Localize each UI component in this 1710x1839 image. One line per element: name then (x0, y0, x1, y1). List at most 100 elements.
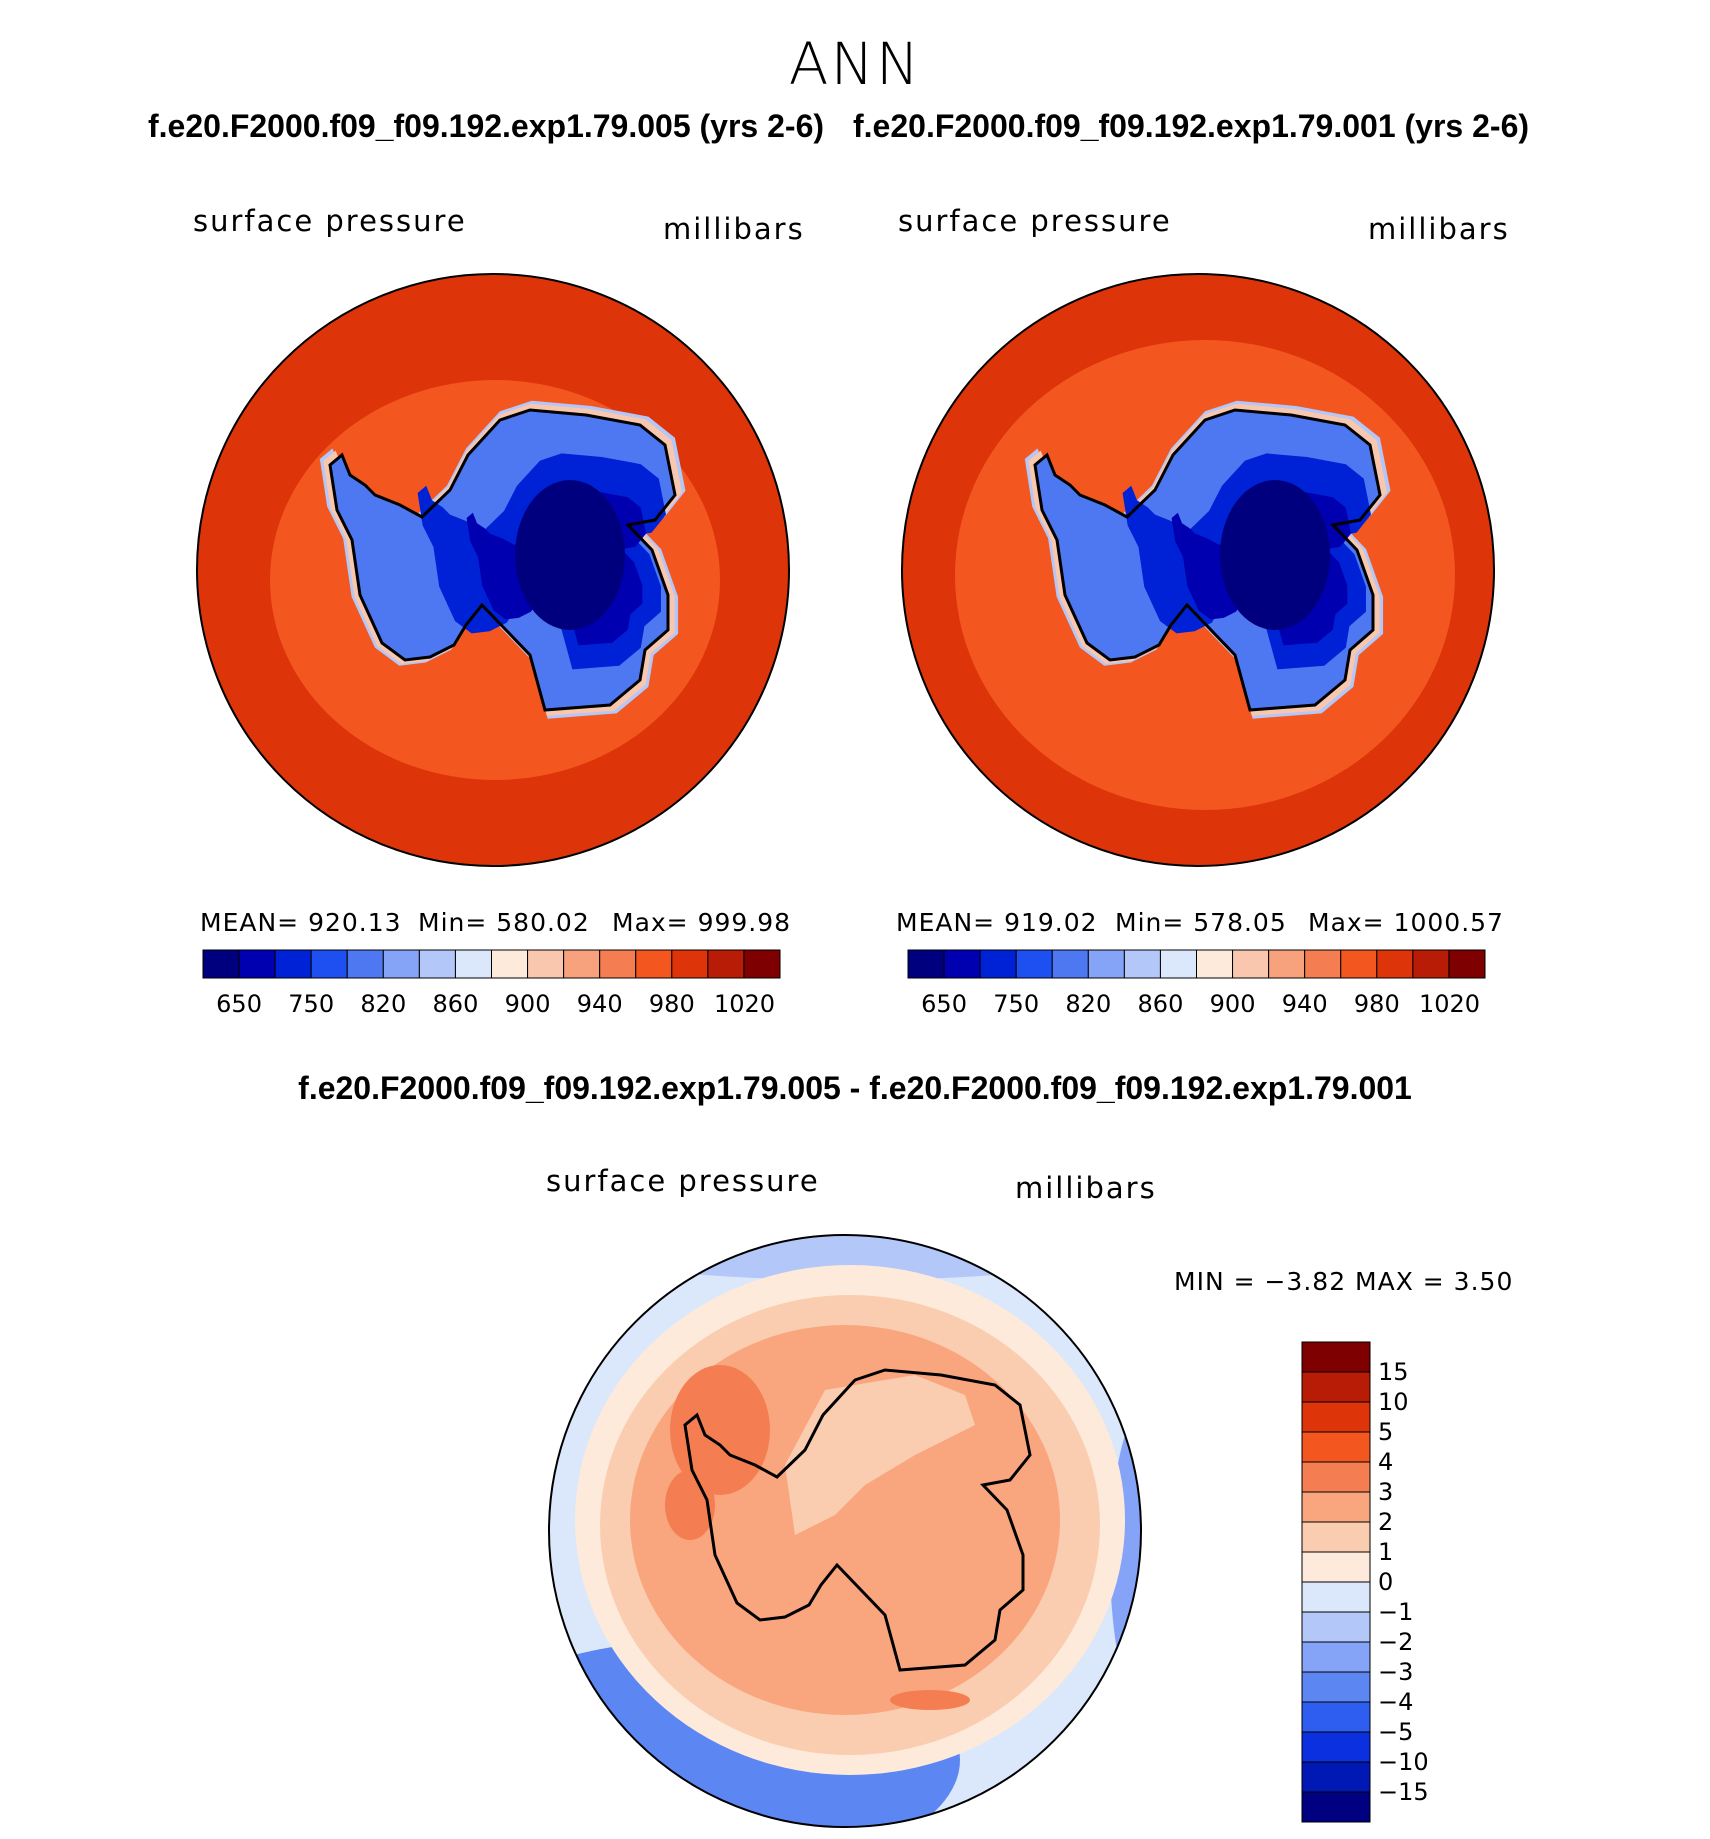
difference-title: f.e20.F2000.f09_f09.192.exp1.79.005 - f.… (298, 1070, 1412, 1106)
panel2-colorbar-swatch (979, 949, 1017, 979)
diff-colorbar-tick-label: −3 (1378, 1658, 1414, 1686)
panel1-mean-text: MEAN= 920.13 (200, 908, 402, 937)
diff-units-label: millibars (1015, 1171, 1157, 1205)
panel1-colorbar-tick-label: 940 (576, 990, 623, 1018)
map-panel-1 (196, 273, 790, 867)
diff-colorbar-tick-label: 10 (1378, 1388, 1409, 1416)
diff-colorbar-tick-label: −4 (1378, 1688, 1414, 1716)
panel1-colorbar-tick-label: 650 (216, 990, 262, 1018)
panel2-variable-label: surface pressure (898, 204, 1172, 238)
panel1-colorbar-swatch (454, 949, 492, 979)
panel2-colorbar-swatch (1412, 949, 1450, 979)
diff-colorbar-swatch (1301, 1491, 1371, 1523)
panel1-min-text: Min= 580.02 (418, 908, 590, 937)
panel1-colorbar-swatch (527, 949, 565, 979)
diff-colorbar-tick-label: 4 (1378, 1448, 1394, 1476)
panel2-colorbar-swatch (943, 949, 981, 979)
diff-colorbar-swatch (1301, 1761, 1371, 1793)
panel2-colorbar-swatch (1159, 949, 1197, 979)
case-title-right: f.e20.F2000.f09_f09.192.exp1.79.001 (yrs… (853, 108, 1530, 144)
plot-main-title: ANN (788, 30, 922, 98)
diff-colorbar-swatch (1301, 1461, 1371, 1493)
panel1-colorbar-swatch (671, 949, 709, 979)
panel1-colorbar-tick-label: 980 (648, 990, 695, 1018)
panel1-colorbar-swatch (274, 949, 312, 979)
diff-colorbar-swatch (1301, 1581, 1371, 1613)
panel1-colorbar-tick-label: 820 (360, 990, 407, 1018)
panel2-colorbar-tick-label: 820 (1065, 990, 1112, 1018)
panel1-units-label: millibars (663, 212, 805, 246)
diff-colorbar-tick-label: −5 (1378, 1718, 1414, 1746)
diff-colorbar-swatch (1301, 1701, 1371, 1733)
diff-colorbar-swatch (1301, 1521, 1371, 1553)
panel2-mean-text: MEAN= 919.02 (896, 908, 1098, 937)
panel2-colorbar-tick-label: 900 (1209, 990, 1256, 1018)
panel2-colorbar-swatch (1051, 949, 1089, 979)
diff-colorbar-swatch (1301, 1791, 1371, 1823)
diff-colorbar-swatch (1301, 1641, 1371, 1673)
panel2-units-label: millibars (1368, 212, 1510, 246)
diff-minmax-text: MIN = −3.82 MAX = 3.50 (1174, 1267, 1514, 1296)
panel2-colorbar-swatch (1376, 949, 1414, 979)
panel2-colorbar-swatch (1123, 949, 1161, 979)
panel2-colorbar-tick-label: 940 (1281, 990, 1328, 1018)
diff-colorbar-tick-label: −2 (1378, 1628, 1414, 1656)
diff-colorbar-swatch (1301, 1611, 1371, 1643)
panel1-colorbar-swatch (382, 949, 420, 979)
diff-colorbar-tick-label: −10 (1378, 1748, 1429, 1776)
panel2-colorbar-swatch (1087, 949, 1125, 979)
panel1-colorbar-swatch (743, 949, 781, 979)
map-panel-2 (901, 273, 1495, 867)
panel2-colorbar-tick-label: 750 (993, 990, 1040, 1018)
panel2-colorbar-swatch (907, 949, 945, 979)
panel1-colorbar-tick-label: 860 (432, 990, 479, 1018)
diff-colorbar-swatch (1301, 1341, 1371, 1373)
panel1-colorbar-swatch (346, 949, 384, 979)
diff-colorbar-tick-label: 0 (1378, 1568, 1394, 1596)
case-title-left: f.e20.F2000.f09_f09.192.exp1.79.005 (yrs… (148, 108, 825, 144)
panel2-colorbar-swatch (1268, 949, 1306, 979)
panel2-max-text: Max= 1000.57 (1308, 908, 1504, 937)
panel1-variable-label: surface pressure (193, 204, 467, 238)
panel1-colorbar-swatch (707, 949, 745, 979)
panel1-colorbar-swatch (202, 949, 240, 979)
diff-colorbar-tick-label: −1 (1378, 1598, 1414, 1626)
panel2-colorbar-swatch (1340, 949, 1378, 979)
panel2-colorbar-tick-label: 1020 (1418, 990, 1481, 1018)
panel2-colorbar-swatch (1232, 949, 1270, 979)
diff-colorbar-swatch (1301, 1431, 1371, 1463)
panel1-colorbar-tick-label: 900 (504, 990, 551, 1018)
diff-colorbar-swatch (1301, 1671, 1371, 1703)
diff-colorbar-tick-label: 15 (1378, 1358, 1409, 1386)
panel1-colorbar-swatch (491, 949, 529, 979)
diff-colorbar-tick-label: 1 (1378, 1538, 1394, 1566)
diff-variable-label: surface pressure (546, 1164, 820, 1198)
panel2-min-text: Min= 578.05 (1115, 908, 1287, 937)
diff-colorbar-swatch (1301, 1401, 1371, 1433)
diff-colorbar-tick-label: −15 (1378, 1778, 1429, 1806)
panel2-colorbar-swatch (1196, 949, 1234, 979)
panel1-colorbar-swatch (635, 949, 673, 979)
panel2-colorbar-tick-label: 650 (921, 990, 967, 1018)
panel1-colorbar-swatch (238, 949, 276, 979)
panel1-colorbar-swatch (418, 949, 456, 979)
panel2-colorbar-tick-label: 860 (1137, 990, 1184, 1018)
diff-colorbar-swatch (1301, 1551, 1371, 1583)
diff-colorbar-swatch (1301, 1371, 1371, 1403)
panel1-max-text: Max= 999.98 (612, 908, 792, 937)
diff-colorbar-tick-label: 2 (1378, 1508, 1394, 1536)
panel2-colorbar-tick-label: 980 (1353, 990, 1400, 1018)
panel2-colorbar-swatch (1448, 949, 1486, 979)
panel1-colorbar-swatch (563, 949, 601, 979)
diff-colorbar-swatch (1301, 1731, 1371, 1763)
panel1-colorbar-swatch (599, 949, 637, 979)
panel2-colorbar-swatch (1304, 949, 1342, 979)
map-panel-difference (548, 1234, 1142, 1828)
panel2-colorbar-swatch (1015, 949, 1053, 979)
diff-colorbar-tick-label: 3 (1378, 1478, 1394, 1506)
panel1-colorbar-swatch (310, 949, 348, 979)
panel1-colorbar-tick-label: 1020 (713, 990, 776, 1018)
diff-colorbar-tick-label: 5 (1378, 1418, 1394, 1446)
panel1-colorbar-tick-label: 750 (288, 990, 335, 1018)
